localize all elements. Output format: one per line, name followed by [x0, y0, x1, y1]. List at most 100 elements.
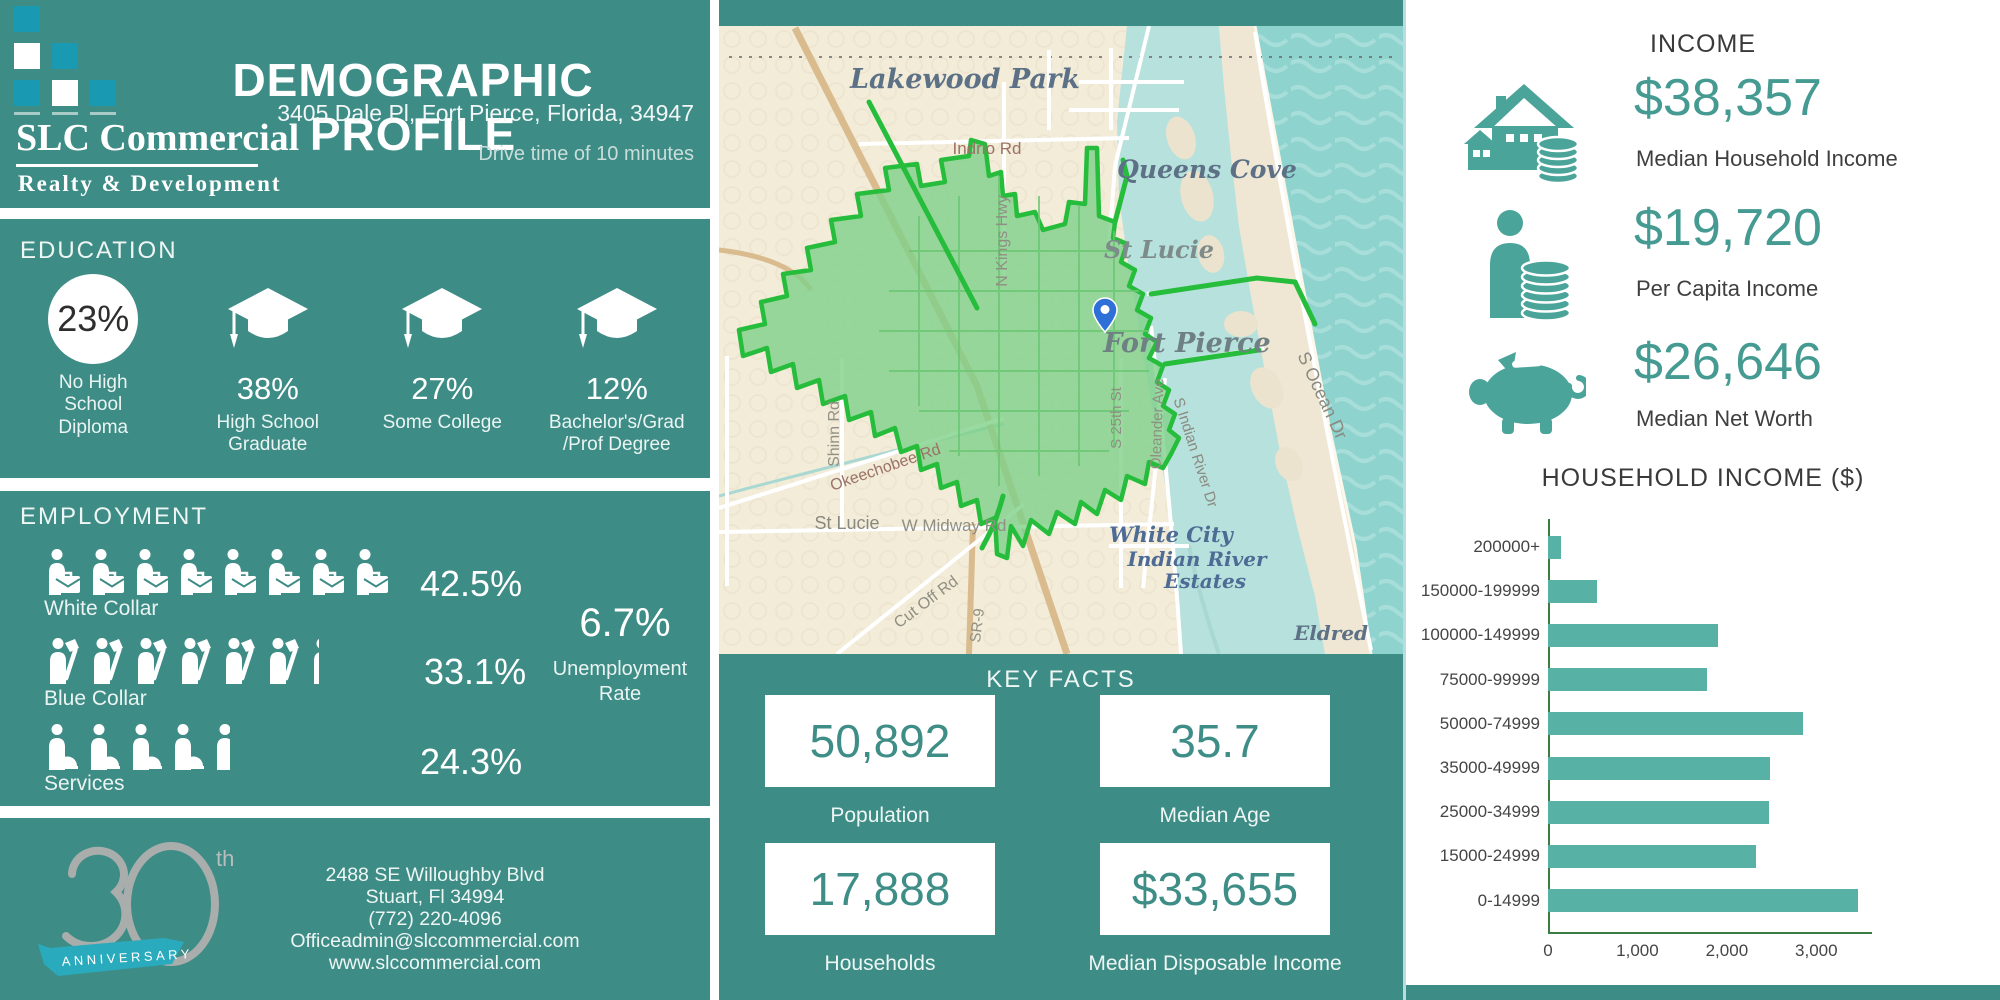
chart-bar: [1548, 668, 1707, 692]
partial-worker-icon: [212, 724, 230, 770]
services-worker-icon: [217, 724, 230, 770]
chart-category-label: 35000-49999: [1439, 758, 1540, 778]
map-label-s-25th-st: S 25th St: [1108, 386, 1125, 449]
map-label-n-kings-hwy: N Kings Hwy: [994, 195, 1011, 287]
chart-row: 35000-49999: [1406, 746, 1886, 790]
chart-x-tick-label: 2,000: [1705, 941, 1749, 960]
median-household-income-value: $38,357: [1634, 69, 1822, 127]
white-collar-value: 42.5%: [420, 563, 523, 604]
disposable-income-card: $33,655: [1100, 843, 1330, 935]
graduation-cap-icon: [402, 288, 483, 348]
company-logo-tagline: Realty & Development: [18, 171, 282, 196]
anniversary-30th-logo: th ANNIVERSARY: [38, 842, 234, 976]
anniversary-ribbon: [50, 938, 172, 976]
logo-dash: [52, 112, 78, 115]
blue-collar-icons: [44, 638, 319, 684]
chart-row: 150000-199999: [1406, 569, 1886, 613]
chart-category-label: 200000+: [1473, 537, 1540, 557]
anniversary-suffix: th: [216, 846, 234, 871]
chart-row: 100000-149999: [1406, 613, 1886, 657]
services-worker-icon: [133, 724, 162, 770]
blue-collar-worker-icon: [270, 638, 299, 684]
unemployment-rate-value: 6.7%: [579, 601, 671, 645]
logo-dash: [14, 112, 40, 115]
map-top-band: [719, 0, 1403, 26]
chart-bar: [1548, 889, 1858, 913]
drive-time-map: Lakewood Park Queens Cove St Lucie Fort …: [718, 25, 1403, 656]
chart-row: 50000-74999: [1406, 702, 1886, 746]
chart-bar: [1548, 844, 1756, 868]
blue-collar-worker-icon: [138, 638, 167, 684]
slc-logo-squares-icon: [0, 0, 130, 120]
income-title: INCOME: [1650, 30, 1756, 58]
map-label-queens-cove: Queens Cove: [1117, 155, 1297, 184]
white-collar-worker-icon: [49, 549, 80, 595]
education-item-value: 12%: [585, 371, 648, 406]
education-section: EDUCATION 23% No High School Diploma 38%…: [0, 219, 710, 478]
blue-collar-worker-icon: [226, 638, 255, 684]
person-coins-icon: [1490, 210, 1572, 320]
white-collar-worker-icon: [313, 549, 344, 595]
median-age-label: Median Age: [1159, 804, 1271, 827]
piggy-bank-icon: [1469, 352, 1586, 434]
contact-street: 2488 SE Willoughby Blvd: [325, 864, 545, 886]
services-value: 24.3%: [420, 741, 523, 782]
page-title: DEMOGRAPHIC PROFILE: [232, 53, 594, 160]
white-collar-worker-icon: [269, 549, 300, 595]
services-icons: [44, 724, 230, 770]
map-label-lakewood-park: Lakewood Park: [849, 64, 1080, 95]
education-item: 23% No High School Diploma: [6, 271, 181, 457]
blue-collar-value: 33.1%: [424, 651, 527, 692]
map-label-sr-9: SR-9: [967, 607, 988, 643]
services-worker-icon: [175, 724, 204, 770]
partial-worker-icon: [308, 638, 319, 684]
map-label-indrio-rd: Indrio Rd: [953, 139, 1022, 158]
logo-square: [52, 80, 78, 106]
blue-collar-worker-icon: [314, 638, 319, 684]
chart-row: 0-14999: [1406, 879, 1886, 923]
median-net-worth-label: Median Net Worth: [1636, 406, 1813, 431]
chart-bar: [1548, 623, 1718, 647]
company-logo-name: SLC Commercial: [16, 117, 300, 159]
blue-collar-worker-icon: [50, 638, 79, 684]
subject-address: 3405 Dale Pl, Fort Pierce, Florida, 3494…: [277, 100, 694, 126]
logo-square: [14, 43, 40, 69]
population-card: 50,892: [765, 695, 995, 787]
map-label-oleander-ave: Oleander Ave: [1147, 378, 1167, 469]
chart-category-label: 25000-34999: [1439, 802, 1540, 822]
median-age-card: 35.7: [1100, 695, 1330, 787]
white-collar-label: White Collar: [44, 597, 159, 620]
logo-square: [14, 6, 40, 32]
chart-bar: [1548, 756, 1770, 780]
blue-collar-label: Blue Collar: [44, 687, 147, 710]
map-label-white-city: White City: [1109, 522, 1235, 547]
chart-bar: [1548, 800, 1769, 824]
household-income-chart-title: HOUSEHOLD INCOME ($): [1541, 464, 1865, 492]
education-item-label: Some College: [382, 412, 502, 433]
education-item: 27% Some College: [355, 271, 530, 457]
chart-category-label: 75000-99999: [1439, 669, 1540, 689]
chart-bar: [1548, 579, 1597, 603]
median-household-income-label: Median Household Income: [1636, 146, 1898, 171]
chart-category-label: 15000-24999: [1439, 846, 1540, 866]
education-item-value: 27%: [411, 371, 474, 406]
map-canvas: Lakewood Park Queens Cove St Lucie Fort …: [718, 25, 1403, 656]
population-label: Population: [830, 804, 930, 827]
chart-bar: [1548, 712, 1803, 736]
households-card: 17,888: [765, 843, 995, 935]
logo-square: [52, 43, 78, 69]
key-facts-section: KEY FACTS 50,892 35.7 Population Median …: [719, 654, 1403, 1000]
median-net-worth-value: $26,646: [1634, 333, 1822, 391]
per-capita-income-label: Per Capita Income: [1636, 276, 1819, 301]
footer-section: th ANNIVERSARY 2488 SE Willoughby Blvd S…: [0, 818, 710, 1000]
education-item-label: No High School Diploma: [58, 372, 129, 438]
chart-x-tick-label: 1,000: [1616, 941, 1659, 960]
services-worker-icon: [91, 724, 120, 770]
households-label: Households: [824, 952, 936, 975]
blue-collar-worker-icon: [94, 638, 123, 684]
education-items-row: 23% No High School Diploma 38% High Scho…: [6, 271, 704, 457]
white-collar-worker-icon: [137, 549, 168, 595]
education-item-label: High School Graduate: [216, 412, 319, 456]
chart-category-label: 150000-199999: [1420, 581, 1540, 601]
